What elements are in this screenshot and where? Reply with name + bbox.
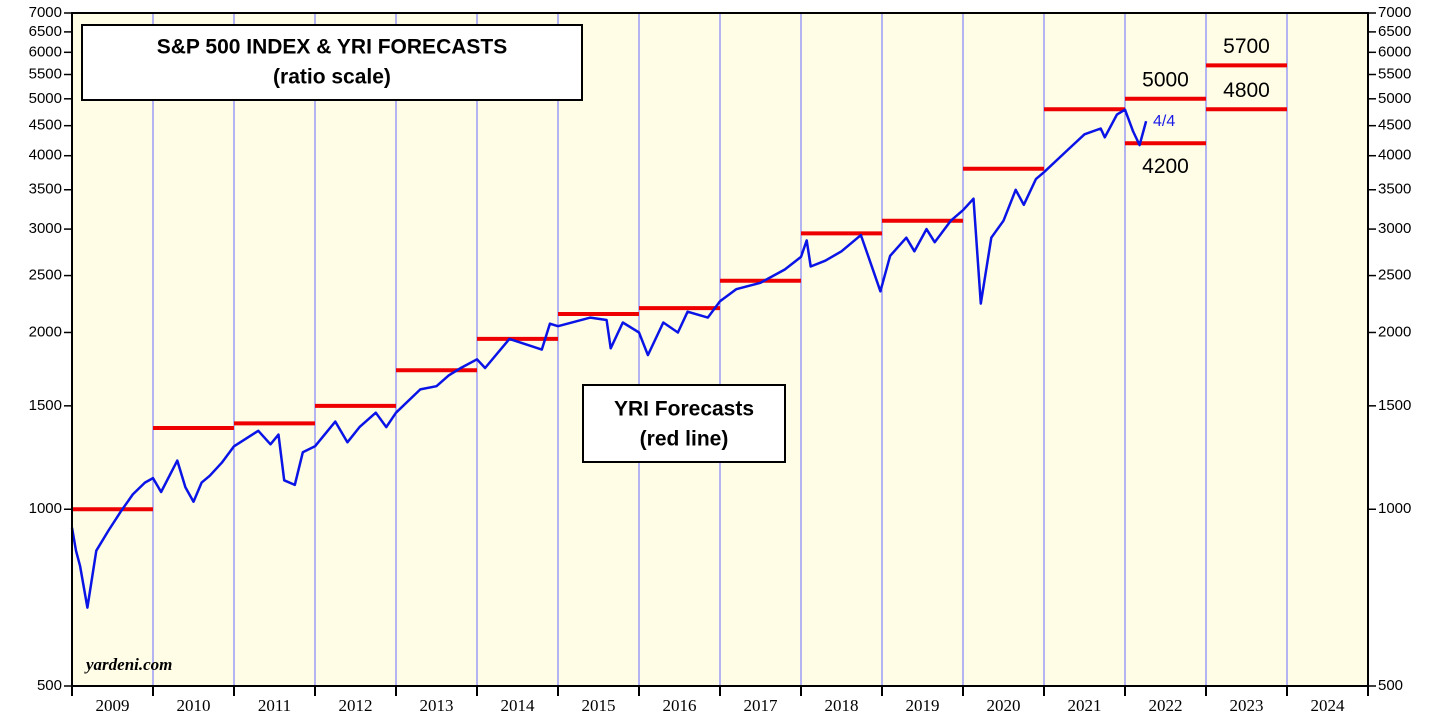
y-tick-label: 6500 bbox=[29, 23, 62, 40]
y2-tick-label: 4500 bbox=[1378, 117, 1411, 134]
x-tick-label: 2017 bbox=[744, 696, 779, 715]
y-tick-label: 500 bbox=[37, 677, 62, 694]
index-line bbox=[70, 108, 1148, 609]
chart-title: S&P 500 INDEX & YRI FORECASTS bbox=[157, 36, 508, 59]
chart-subtitle: (ratio scale) bbox=[273, 66, 391, 89]
y-tick-label: 5500 bbox=[29, 65, 62, 82]
y-tick-label: 5000 bbox=[29, 90, 62, 107]
y2-tick-label: 6500 bbox=[1378, 23, 1411, 40]
x-tick-label: 2020 bbox=[987, 696, 1021, 715]
x-tick-label: 2021 bbox=[1068, 696, 1102, 715]
y2-tick-label: 500 bbox=[1378, 677, 1403, 694]
y-tick-label: 3000 bbox=[29, 220, 62, 237]
x-tick-label: 2009 bbox=[96, 696, 130, 715]
y2-tick-label: 5500 bbox=[1378, 65, 1411, 82]
y-tick-label: 2500 bbox=[29, 267, 62, 284]
x-tick-label: 2024 bbox=[1311, 696, 1346, 715]
annotation: YRI Forecasts bbox=[614, 398, 754, 421]
annotation: (red line) bbox=[640, 428, 729, 451]
y2-tick-label: 3500 bbox=[1378, 181, 1411, 198]
y-tick-label: 2000 bbox=[29, 323, 62, 340]
y-tick-label: 3500 bbox=[29, 181, 62, 198]
y-tick-label: 7000 bbox=[29, 4, 62, 21]
y2-tick-label: 4000 bbox=[1378, 147, 1411, 164]
y-tick-label: 4000 bbox=[29, 147, 62, 164]
x-tick-label: 2013 bbox=[420, 696, 454, 715]
y2-tick-label: 3000 bbox=[1378, 220, 1411, 237]
x-tick-label: 2023 bbox=[1230, 696, 1264, 715]
title-box bbox=[81, 24, 583, 101]
y-tick-label: 6000 bbox=[29, 43, 62, 60]
x-tick-label: 2010 bbox=[177, 696, 211, 715]
x-tick-label: 2012 bbox=[339, 696, 373, 715]
x-tick-label: 2018 bbox=[825, 696, 859, 715]
x-tick-label: 2015 bbox=[582, 696, 616, 715]
forecast-label: 5000 bbox=[1142, 68, 1189, 91]
y2-tick-label: 2500 bbox=[1378, 267, 1411, 284]
x-tick-label: 2022 bbox=[1149, 696, 1183, 715]
forecast-label: 4800 bbox=[1223, 79, 1270, 102]
y2-tick-label: 6000 bbox=[1378, 43, 1411, 60]
y-tick-label: 1500 bbox=[29, 397, 62, 414]
x-tick-label: 2016 bbox=[663, 696, 697, 715]
y2-tick-label: 1000 bbox=[1378, 500, 1411, 517]
y-tick-label: 4500 bbox=[29, 117, 62, 134]
y2-tick-label: 1500 bbox=[1378, 397, 1411, 414]
source: yardeni.com bbox=[84, 655, 172, 674]
forecast-label: 4200 bbox=[1142, 155, 1189, 178]
y-tick-label: 1000 bbox=[29, 500, 62, 517]
x-tick-label: 2011 bbox=[258, 696, 291, 715]
y2-tick-label: 2000 bbox=[1378, 323, 1411, 340]
x-tick-label: 2014 bbox=[501, 696, 536, 715]
x-tick-label: 2019 bbox=[906, 696, 940, 715]
y2-tick-label: 5000 bbox=[1378, 90, 1411, 107]
date-label: 4/4 bbox=[1153, 113, 1175, 130]
annotation-box bbox=[582, 384, 786, 463]
forecast-label: 5700 bbox=[1223, 35, 1270, 58]
y2-tick-label: 7000 bbox=[1378, 4, 1411, 21]
